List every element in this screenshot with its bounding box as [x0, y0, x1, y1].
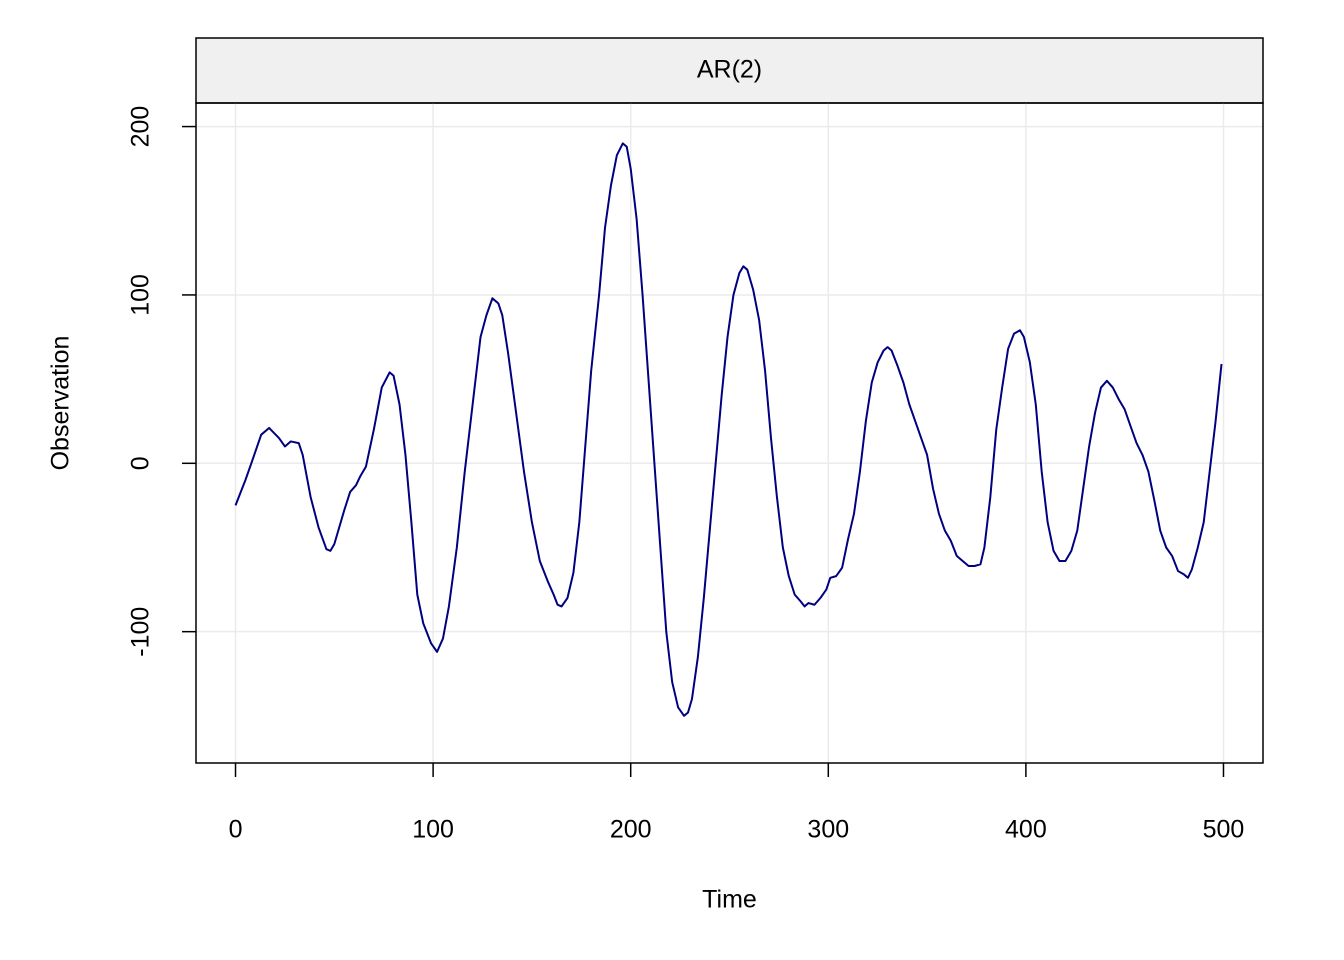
- y-tick-label: 100: [127, 274, 155, 316]
- x-tick-label: 400: [1005, 816, 1047, 844]
- x-tick-label: 200: [610, 816, 652, 844]
- strip-label: AR(2): [697, 56, 762, 84]
- y-tick-label: 200: [127, 106, 155, 148]
- x-tick-label: 300: [807, 816, 849, 844]
- x-tick-label: 0: [229, 816, 243, 844]
- y-tick-label: 0: [127, 456, 155, 470]
- x-axis-label: Time: [702, 886, 757, 914]
- x-tick-label: 500: [1203, 816, 1245, 844]
- panel-border: [195, 102, 1264, 764]
- y-axis-label: Observation: [47, 336, 75, 471]
- strip: [195, 37, 1264, 104]
- y-tick-label: -100: [127, 607, 155, 657]
- series-line: [234, 142, 1223, 717]
- x-tick-label: 100: [412, 816, 454, 844]
